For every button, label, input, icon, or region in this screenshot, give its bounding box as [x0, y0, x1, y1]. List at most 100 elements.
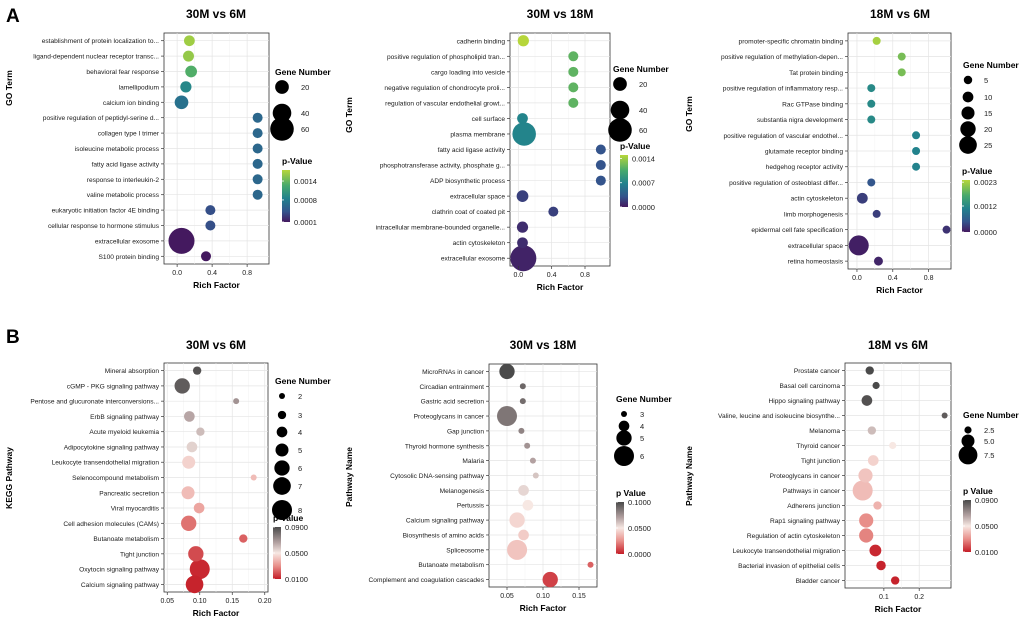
data-point — [182, 455, 196, 469]
data-point — [205, 220, 216, 231]
y-tick-label: Rac GTPase binding — [782, 101, 843, 108]
chart-2: cadherin binding positive regulation of p… — [344, 7, 669, 292]
size-legend-dot — [608, 118, 632, 142]
size-legend-dot — [272, 500, 292, 520]
y-tick-label: Biosynthesis of amino acids — [403, 532, 485, 539]
data-point — [872, 381, 880, 390]
size-legend-dot — [961, 434, 975, 448]
x-axis-label: Rich Factor — [193, 280, 240, 290]
data-point — [252, 143, 263, 154]
color-legend-label: 0.0014 — [294, 177, 317, 186]
y-tick-label: fatty acid ligase activity — [438, 147, 506, 154]
size-legend-label: 5.0 — [984, 437, 994, 446]
data-point — [239, 534, 248, 543]
data-point — [252, 128, 263, 139]
size-legend-title: Gene Number — [275, 376, 331, 386]
data-point — [891, 576, 900, 585]
y-tick-label: calcium ion binding — [103, 100, 159, 107]
y-tick-label: regulation of vascular endothelial growt… — [385, 100, 505, 107]
y-tick-label: cellular response to hormone stimulus — [48, 223, 160, 230]
y-tick-label: intracellular membrane-bounded organelle… — [376, 225, 506, 232]
size-legend-dot — [277, 410, 287, 420]
data-point — [548, 206, 559, 217]
y-tick-label: Gastric acid secretion — [421, 399, 485, 406]
data-point — [859, 513, 874, 528]
size-legend-title: Gene Number — [616, 394, 672, 404]
size-legend-label: 5 — [298, 446, 302, 455]
y-tick-label: positive regulation of methylation-depen… — [721, 54, 843, 61]
size-legend-label: 40 — [301, 109, 309, 118]
data-point — [517, 237, 528, 249]
data-point — [183, 50, 194, 62]
y-tick-label: lamellipodium — [119, 84, 160, 91]
y-tick-label: S100 protein binding — [99, 254, 160, 261]
color-legend-label: 0.0000 — [628, 550, 651, 559]
chart-title: 30M vs 18M — [527, 7, 594, 21]
data-point — [250, 474, 257, 481]
data-point — [532, 472, 539, 479]
y-tick-label: valine metabolic process — [87, 192, 160, 199]
x-tick-label: 0.4 — [547, 272, 557, 279]
y-tick-label: actin cytoskeleton — [453, 240, 506, 247]
y-tick-label: response to interleukin-2 — [87, 177, 160, 184]
size-legend-title: Gene Number — [613, 64, 669, 74]
size-legend-label: 5 — [640, 434, 644, 443]
size-legend-label: 4 — [298, 428, 302, 437]
size-legend-title: Gene Number — [963, 410, 1019, 420]
size-legend-dot — [270, 117, 294, 141]
data-point — [867, 99, 876, 108]
y-tick-label: Calcium signaling pathway — [406, 518, 485, 525]
data-point — [867, 178, 876, 187]
size-legend-label: 5 — [984, 76, 988, 85]
data-point — [168, 227, 195, 254]
data-point — [889, 441, 897, 450]
size-legend-label: 10 — [984, 93, 992, 102]
color-legend-label: 0.0007 — [632, 179, 655, 188]
color-legend-label: 0.0900 — [975, 496, 998, 505]
y-tick-label: cGMP - PKG signaling pathway — [67, 383, 160, 390]
data-point — [912, 147, 921, 155]
size-legend-label: 3 — [640, 410, 644, 419]
data-point — [522, 499, 534, 511]
size-legend-dot — [960, 121, 976, 137]
data-point — [852, 480, 873, 501]
chart-title: 30M vs 6M — [186, 7, 246, 21]
x-tick-label: 0.0 — [852, 275, 862, 282]
size-legend-label: 2 — [298, 392, 302, 401]
color-legend-label: 0.0008 — [294, 196, 317, 205]
chart-title: 18M vs 6M — [870, 7, 930, 21]
x-axis-label: Rich Factor — [193, 608, 240, 618]
data-point — [516, 221, 529, 233]
size-legend-label: 25 — [984, 141, 992, 150]
y-tick-label: Adipocytokine signaling pathway — [64, 444, 160, 451]
x-tick-label: 0.2 — [914, 594, 924, 601]
y-tick-label: limb morphogenesis — [784, 211, 844, 218]
data-point — [517, 113, 528, 124]
data-point — [872, 36, 881, 45]
x-tick-label: 0.8 — [242, 270, 252, 277]
data-point — [185, 65, 197, 78]
data-point — [252, 189, 263, 200]
y-tick-label: Basal cell carcinoma — [780, 383, 841, 390]
size-legend-label: 60 — [639, 126, 647, 135]
chart-title: 30M vs 6M — [186, 338, 246, 352]
data-point — [568, 82, 579, 93]
data-point — [858, 468, 873, 483]
y-tick-label: Gap junction — [447, 428, 484, 435]
x-axis-label: Rich Factor — [876, 285, 923, 295]
y-tick-label: positive regulation of peptidyl-serine d… — [43, 115, 159, 122]
size-legend-label: 8 — [298, 506, 302, 515]
data-point — [861, 395, 873, 406]
color-legend-bar — [963, 500, 971, 552]
size-legend-label: 40 — [639, 106, 647, 115]
y-tick-label: Cell adhesion molecules (CAMs) — [63, 521, 159, 528]
x-tick-label: 0.4 — [888, 275, 898, 282]
y-tick-label: promoter-specific chromatin binding — [739, 38, 844, 45]
size-legend-dot — [958, 445, 978, 465]
y-tick-label: Bladder cancer — [796, 578, 841, 585]
y-tick-label: Pathways in cancer — [783, 488, 841, 495]
data-point — [867, 115, 876, 124]
x-tick-label: 0.8 — [924, 275, 934, 282]
y-tick-label: positive regulation of vascular endothel… — [724, 133, 844, 140]
data-point — [867, 455, 879, 466]
